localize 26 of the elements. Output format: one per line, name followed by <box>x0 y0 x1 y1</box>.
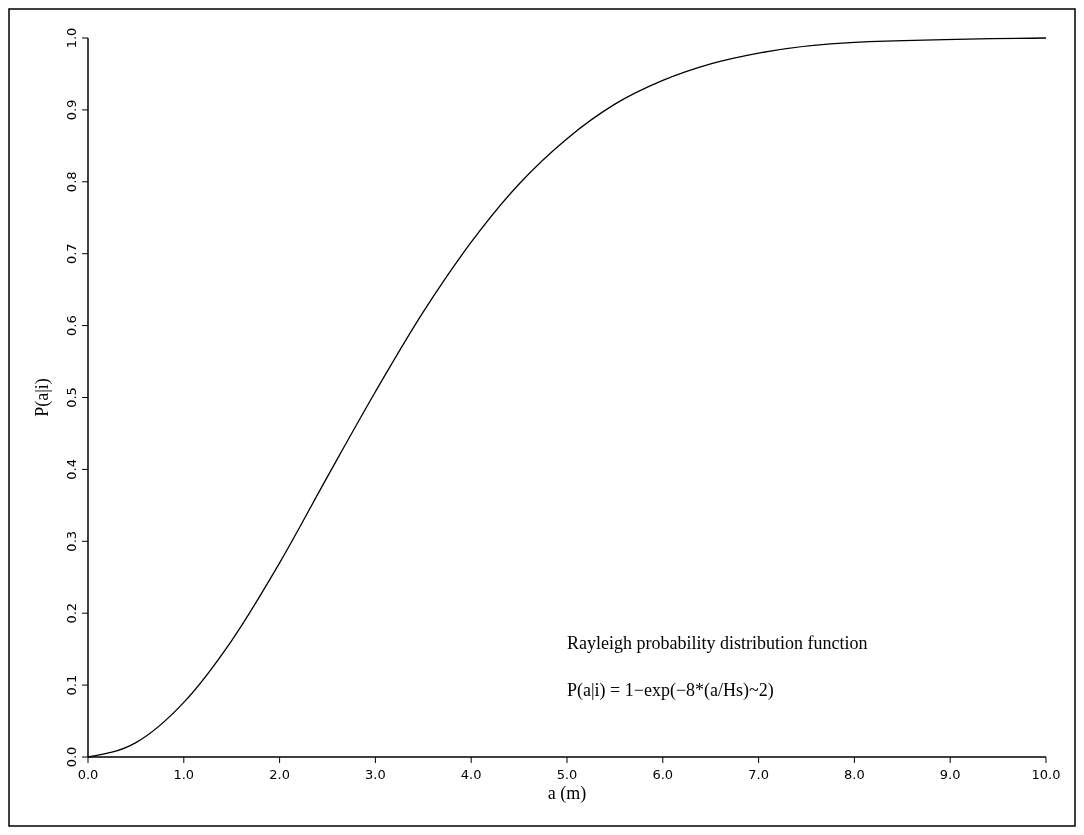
x-tick-label: 10.0 <box>1031 767 1061 782</box>
y-tick-label: 0.1 <box>64 674 79 696</box>
x-tick-label: 8.0 <box>844 767 865 782</box>
y-tick-label: 0.2 <box>64 602 79 624</box>
y-tick-label: 0.7 <box>64 243 79 265</box>
y-tick-label: 1.0 <box>64 27 79 49</box>
annotation: Rayleigh probability distribution function <box>567 633 868 654</box>
x-tick-label: 9.0 <box>939 767 961 782</box>
x-tick-label: 5.0 <box>556 767 578 782</box>
x-tick-label: 4.0 <box>460 767 482 782</box>
x-tick-label: 0.0 <box>77 767 99 782</box>
annotation: P(a|i) = 1−exp(−8*(a/Hs)~2) <box>567 680 774 702</box>
y-tick-label: 0.4 <box>64 459 79 480</box>
y-axis-title: P(a|i) <box>32 378 53 417</box>
x-tick-label: 2.0 <box>269 767 290 782</box>
x-tick-label: 6.0 <box>652 767 674 782</box>
x-tick-label: 1.0 <box>173 767 195 782</box>
x-tick-label: 3.0 <box>365 767 386 782</box>
x-axis-title: a (m) <box>547 783 587 804</box>
y-tick-label: 0.8 <box>64 171 79 193</box>
y-tick-label: 0.9 <box>64 99 79 121</box>
y-tick-label: 0.3 <box>64 530 79 552</box>
y-tick-label: 0.6 <box>64 315 79 336</box>
x-tick-label: 7.0 <box>748 767 769 782</box>
y-tick-label: 0.0 <box>64 746 79 768</box>
y-tick-label: 0.5 <box>64 387 79 408</box>
